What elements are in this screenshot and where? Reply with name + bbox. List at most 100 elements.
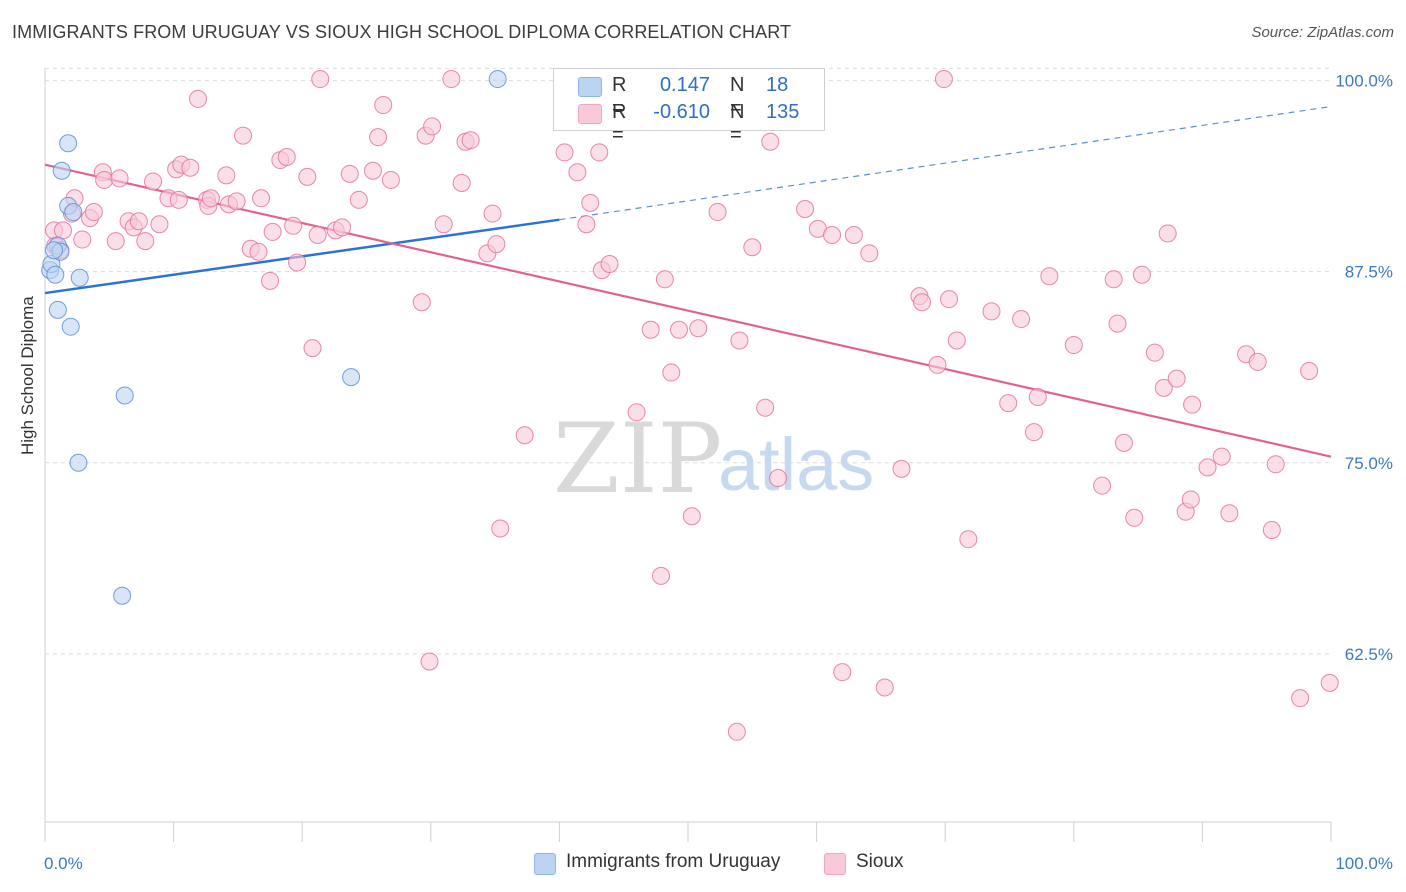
x-tick-label-min: 0.0% xyxy=(44,854,83,873)
sioux-point xyxy=(833,663,852,682)
sioux-point xyxy=(308,225,327,244)
source-label: Source: ZipAtlas.com xyxy=(1251,24,1394,41)
sioux-point xyxy=(627,403,646,422)
sioux-point xyxy=(875,678,894,697)
sioux-point xyxy=(999,394,1018,413)
sioux-point xyxy=(662,363,681,382)
watermark-atlas: atlas xyxy=(718,423,874,506)
sioux-point xyxy=(374,96,393,115)
sioux-point xyxy=(1262,521,1281,540)
gridlines xyxy=(45,67,1331,655)
sioux-point xyxy=(1320,673,1339,692)
uruguay-point xyxy=(115,386,134,405)
uruguay-point xyxy=(342,368,361,387)
sioux-point xyxy=(756,398,775,417)
sioux-point xyxy=(363,161,382,180)
sioux-point xyxy=(940,290,959,309)
sioux-point xyxy=(730,331,749,350)
sioux-point xyxy=(263,222,282,241)
sioux-point xyxy=(217,166,236,185)
legend-swatch-sioux xyxy=(578,104,602,124)
sioux-point xyxy=(461,131,480,150)
sioux-point xyxy=(73,230,92,249)
sioux-point xyxy=(581,193,600,212)
sioux-point xyxy=(959,530,978,549)
y-tick-label: 62.5% xyxy=(1345,645,1393,664)
chart-title: IMMIGRANTS FROM URUGUAY VS SIOUX HIGH SC… xyxy=(12,22,792,42)
sioux-point xyxy=(769,469,788,488)
sioux-point xyxy=(452,173,471,192)
legend-r-value: 0.147 xyxy=(659,74,710,96)
sioux-point xyxy=(590,143,609,162)
sioux-point xyxy=(54,221,73,240)
legend-n-value: 135 xyxy=(766,101,800,123)
sioux-point xyxy=(110,169,129,188)
sioux-point xyxy=(1291,689,1310,708)
bottom-legend-swatch-sioux xyxy=(824,853,846,875)
sioux-point xyxy=(277,148,296,167)
sioux-point xyxy=(947,331,966,350)
sioux-point xyxy=(303,339,322,358)
sioux-point xyxy=(1093,476,1112,495)
sioux-point xyxy=(1125,508,1144,527)
sioux-point xyxy=(689,319,708,338)
legend-n-label: N = xyxy=(730,101,745,146)
sioux-point xyxy=(1154,378,1173,397)
sioux-point xyxy=(288,253,307,272)
sioux-point xyxy=(844,225,863,244)
sioux-point xyxy=(555,143,574,162)
axes xyxy=(44,68,1332,842)
sioux-point xyxy=(369,128,388,147)
watermark-zip: ZIP xyxy=(553,403,722,515)
uruguay-point xyxy=(61,317,80,336)
sioux-point xyxy=(84,203,103,222)
sioux-point xyxy=(1183,395,1202,414)
sioux-point xyxy=(1064,336,1083,355)
sioux-point xyxy=(1181,490,1200,509)
sioux-point xyxy=(189,89,208,108)
sioux-point xyxy=(568,163,587,182)
sioux-point xyxy=(892,459,911,478)
sioux-point xyxy=(129,212,148,231)
sioux-point xyxy=(169,190,188,209)
sioux-point xyxy=(483,204,502,223)
sioux-point xyxy=(1145,343,1164,362)
sioux-point xyxy=(682,507,701,526)
sioux-point xyxy=(708,203,727,222)
sioux-point xyxy=(1198,458,1217,477)
sioux-point xyxy=(669,320,688,339)
legend-n-value: 18 xyxy=(766,74,789,96)
uruguay-point xyxy=(45,241,64,260)
sioux-point xyxy=(249,242,268,261)
tick-labels: 62.5% 75.0% 87.5% 100.0% 0.0% 100.0% xyxy=(44,72,1393,873)
sioux-point xyxy=(311,70,330,89)
sioux-point xyxy=(1248,352,1267,371)
legend-r-label: R = xyxy=(612,101,627,146)
uruguay-point xyxy=(59,134,78,153)
sioux-point xyxy=(261,271,280,290)
sioux-point xyxy=(928,355,947,374)
y-tick-label: 75.0% xyxy=(1345,454,1393,473)
sioux-point xyxy=(201,189,220,208)
sioux-point xyxy=(655,270,674,289)
sioux-point xyxy=(340,164,359,183)
bottom-legend-swatch-uruguay xyxy=(534,853,556,875)
sioux-point xyxy=(577,215,596,234)
sioux-point xyxy=(515,426,534,445)
sioux-point xyxy=(284,216,303,235)
sioux-point xyxy=(1024,423,1043,442)
sioux-point xyxy=(1220,504,1239,523)
sioux-point xyxy=(1300,362,1319,381)
sioux-point xyxy=(434,215,453,234)
y-axis-label: High School Diploma xyxy=(18,296,37,455)
sioux-point xyxy=(144,172,163,191)
uruguay-point xyxy=(70,268,89,287)
sioux-point xyxy=(1132,265,1151,284)
uruguay-point xyxy=(488,70,507,89)
correlation-legend: R = 0.147 N = 18 R = -0.610 N = 135 xyxy=(553,68,825,146)
sioux-point xyxy=(934,70,953,89)
sioux-point xyxy=(1266,455,1285,474)
sioux-point xyxy=(913,293,932,312)
sioux-point xyxy=(1114,433,1133,452)
